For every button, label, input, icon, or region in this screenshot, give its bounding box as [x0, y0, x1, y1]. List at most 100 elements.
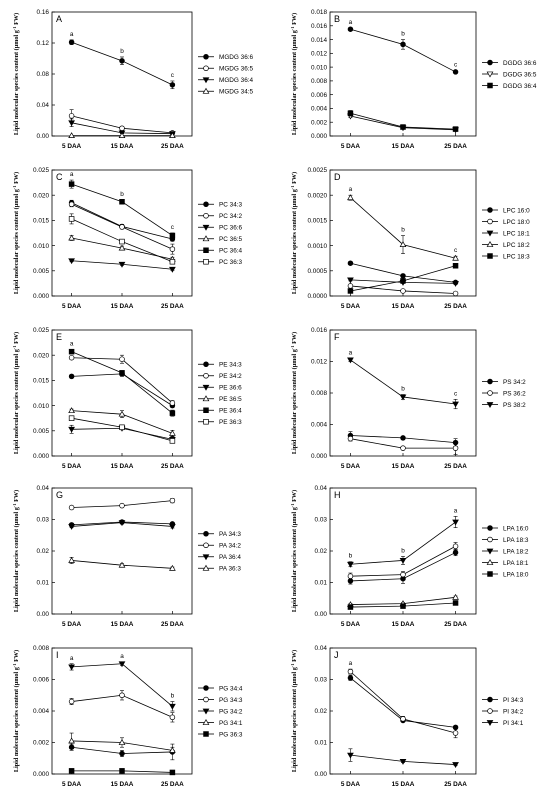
data-point — [203, 213, 209, 219]
legend-label: PA 34:2 — [219, 543, 241, 550]
data-point — [169, 703, 176, 710]
x-tick-label: 5 DAA — [341, 463, 361, 470]
data-point — [347, 561, 354, 568]
legend-label: PS 34:2 — [503, 379, 526, 386]
data-point — [347, 604, 354, 610]
data-point — [487, 525, 493, 531]
data-point — [68, 113, 75, 119]
x-tick-label: 5 DAA — [341, 781, 361, 788]
y-tick-label: 0.025 — [33, 167, 49, 174]
data-point — [202, 224, 210, 231]
significance-letter: b — [401, 31, 405, 38]
legend-label: PE 36:6 — [219, 385, 242, 392]
series: a b c — [68, 31, 176, 90]
data-point — [486, 402, 494, 408]
data-point — [118, 739, 126, 745]
data-point — [347, 288, 354, 294]
y-tick-label: 0.02 — [315, 548, 328, 555]
data-point — [203, 696, 209, 703]
y-axis-label: Lipid molecular species content (μmol g-… — [290, 172, 299, 294]
data-point — [68, 373, 75, 380]
series: a b c — [68, 171, 176, 239]
chart-panel-i: 0.000 0.002 0.004 0.006 0.008 5 DAA 15 DAA 25 D… — [12, 645, 243, 788]
y-tick-label: 0.0000 — [307, 293, 327, 300]
y-axis-label: Lipid molecular species content (μmol g-… — [290, 490, 299, 612]
significance-letter: c — [454, 390, 458, 397]
series — [68, 213, 176, 265]
chart-panel-a: 0.00 0.04 0.08 0.12 0.16 5 DAA 15 DAA 25 DAA A Li… — [12, 9, 254, 150]
panel-letter: B — [334, 14, 340, 24]
y-tick-label: 0.01 — [37, 580, 50, 587]
x-tick-label: 25 DAA — [161, 621, 184, 628]
series: a b c — [347, 349, 459, 410]
legend-label: PC 36:4 — [219, 248, 243, 255]
x-tick-label: 5 DAA — [62, 463, 82, 470]
legend-label: PS 36:2 — [503, 390, 526, 397]
data-point — [68, 698, 75, 705]
data-point — [203, 542, 209, 548]
y-tick-label: 0.03 — [315, 517, 328, 524]
legend-label: PI 34:2 — [503, 708, 524, 715]
y-tick-label: 0.0020 — [307, 192, 327, 199]
data-point — [118, 520, 126, 527]
y-tick-label: 0.0005 — [307, 268, 327, 275]
data-point — [68, 768, 75, 774]
significance-letter: a — [349, 660, 353, 667]
y-tick-label: 0.010 — [33, 403, 49, 410]
y-tick-label: 0.010 — [33, 243, 49, 250]
data-point — [68, 39, 75, 45]
legend-label: LPA 16:0 — [503, 525, 529, 532]
data-point — [400, 435, 406, 441]
legend-label: PC 36:6 — [219, 225, 243, 232]
significance-letter: b — [401, 227, 405, 234]
series — [347, 435, 459, 455]
data-point — [400, 41, 406, 48]
data-point — [452, 445, 459, 451]
data-point — [119, 58, 125, 64]
data-point — [203, 373, 209, 379]
x-tick-label: 5 DAA — [62, 621, 82, 628]
significance-letter: a — [454, 507, 458, 514]
series: a a b — [68, 653, 176, 712]
data-point — [486, 241, 494, 247]
legend-label: PI 34:3 — [503, 697, 524, 704]
data-point — [347, 26, 354, 32]
data-point — [347, 668, 354, 675]
series — [68, 556, 176, 571]
data-point — [169, 564, 176, 571]
legend-label: PE 36:3 — [219, 419, 242, 426]
x-tick-label: 25 DAA — [444, 621, 467, 628]
y-tick-label: 0.0025 — [307, 167, 327, 174]
legend-label: PE 34:3 — [219, 362, 242, 369]
legend-label: LPC 16:0 — [503, 207, 530, 214]
data-point — [486, 720, 494, 726]
legend-label: PC 34:2 — [219, 213, 243, 220]
y-tick-label: 0.00 — [315, 771, 328, 778]
legend-label: PC 36:5 — [219, 236, 243, 243]
data-point — [203, 530, 209, 537]
data-point — [119, 356, 125, 362]
x-tick-label: 5 DAA — [341, 143, 361, 150]
legend-label: DGDG 36:5 — [503, 71, 537, 78]
data-point — [169, 232, 176, 239]
panel-letter: H — [334, 490, 341, 500]
data-point — [452, 69, 459, 75]
legend-label: PA 36:3 — [219, 566, 241, 573]
y-tick-label: 0.005 — [33, 268, 49, 275]
x-tick-label: 25 DAA — [161, 781, 184, 788]
data-point — [486, 559, 494, 565]
significance-letter: b — [120, 191, 124, 198]
data-point — [203, 65, 209, 71]
y-tick-label: 0.000 — [33, 771, 49, 778]
data-point — [452, 600, 459, 606]
series — [347, 110, 459, 132]
x-tick-label: 15 DAA — [111, 143, 134, 150]
y-tick-label: 0.004 — [311, 106, 327, 113]
series — [68, 415, 176, 444]
y-tick-label: 0.04 — [37, 102, 50, 109]
data-point — [399, 241, 407, 247]
series-line — [350, 671, 456, 734]
y-tick-label: 0.008 — [311, 78, 327, 85]
y-axis-label: Lipid molecular species content (μmol g-… — [12, 13, 21, 135]
